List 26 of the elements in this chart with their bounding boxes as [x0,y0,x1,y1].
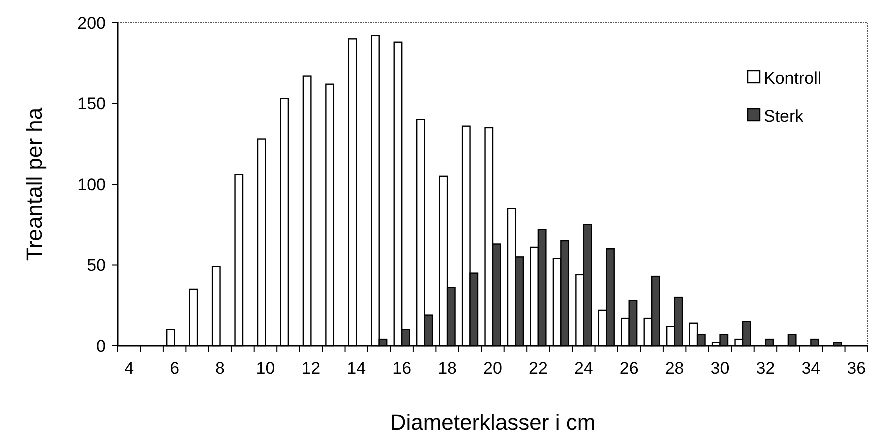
y-tick-label: 50 [87,256,106,276]
x-tick-label: 6 [170,359,180,378]
x-tick-label: 12 [302,359,321,378]
x-tick-label: 32 [756,359,776,378]
x-tick-label: 18 [438,359,458,378]
x-tick-label: 34 [802,359,821,378]
legend-label: Kontroll [764,68,822,88]
y-axis-title: Treantall per ha [22,107,47,262]
x-tick-label: 16 [392,359,412,378]
x-tick-label: 20 [484,359,502,378]
x-axis-title: Diameterklasser i cm [390,410,596,435]
y-tick-label: 200 [78,14,106,33]
x-tick-label: 8 [216,359,226,378]
x-tick-label: 28 [665,359,684,378]
x-tick-label: 24 [574,359,594,378]
y-tick-label: 100 [78,175,106,194]
x-tick-label: 30 [710,359,730,378]
x-tick-label: 36 [847,359,866,378]
x-tick-label: 26 [620,359,639,378]
x-tick-label: 14 [347,359,366,378]
y-tick-label: 150 [78,94,106,114]
x-tick-label: 10 [256,359,276,378]
y-tick-label: 0 [96,336,106,356]
legend-label: Sterk [764,106,804,126]
x-tick-label: 4 [124,359,134,378]
x-tick-label: 22 [528,359,548,378]
